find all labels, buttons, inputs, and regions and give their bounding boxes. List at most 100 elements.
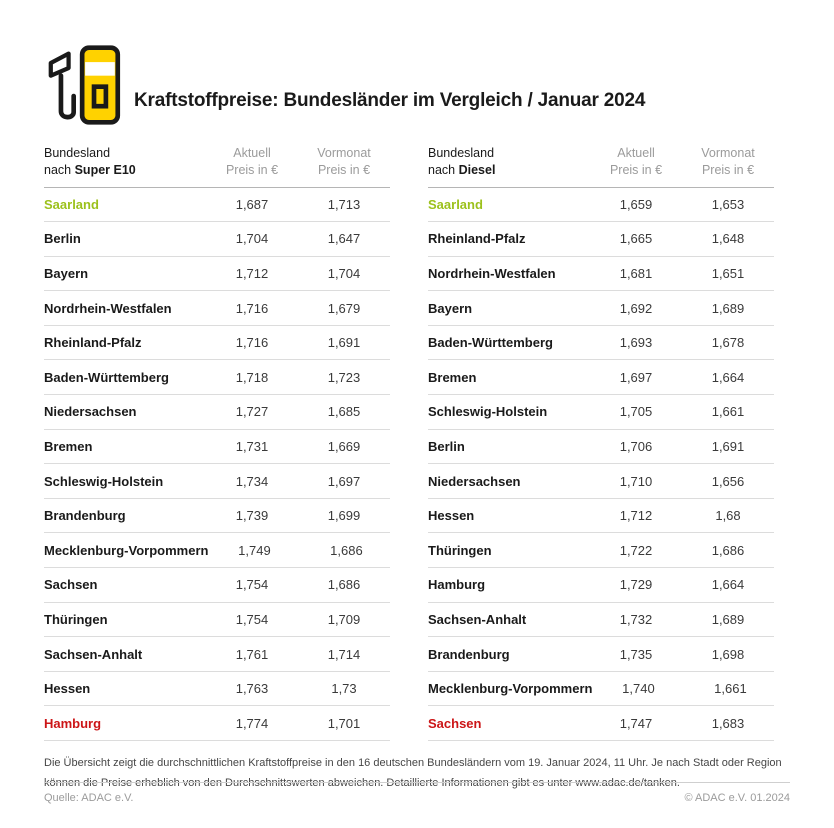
table-row: Hessen 1,712 1,68 xyxy=(428,499,774,534)
previous-price: 1,691 xyxy=(711,438,745,454)
current-price: 1,704 xyxy=(235,231,269,247)
previous-price: 1,683 xyxy=(711,715,745,731)
previous-price: 1,648 xyxy=(711,231,745,247)
current-price: 1,665 xyxy=(619,231,653,247)
table-row: Sachsen 1,747 1,683 xyxy=(428,706,774,741)
state-name: Thüringen xyxy=(428,542,492,558)
previous-price: 1,73 xyxy=(331,681,357,697)
state-name: Bremen xyxy=(428,369,477,385)
column-header-previous: Vormonat Preis in € xyxy=(701,146,755,178)
state-name: Brandenburg xyxy=(428,646,510,662)
current-price: 1,710 xyxy=(619,473,653,489)
state-name: Hessen xyxy=(44,681,91,697)
column-header-previous: Vormonat Preis in € xyxy=(317,146,371,178)
state-name: Hamburg xyxy=(428,577,486,593)
current-price: 1,681 xyxy=(619,265,653,281)
previous-price: 1,651 xyxy=(711,265,745,281)
tables-container: Bundesland nach Super E10 Aktuell Preis i… xyxy=(44,145,790,741)
state-name: Bayern xyxy=(44,265,89,281)
previous-price: 1,689 xyxy=(711,300,745,316)
previous-price: 1,685 xyxy=(327,404,361,420)
column-header-current: Aktuell Preis in € xyxy=(225,146,279,178)
previous-price: 1,713 xyxy=(327,196,361,212)
current-price: 1,716 xyxy=(235,300,269,316)
state-name: Sachsen xyxy=(44,577,98,593)
state-name: Nordrhein-Westfalen xyxy=(44,300,172,316)
previous-price: 1,664 xyxy=(711,369,745,385)
table-body: Saarland 1,687 1,713 Berlin 1,704 1,647 Bayern… xyxy=(44,188,390,741)
state-name: Sachsen-Anhalt xyxy=(44,646,143,662)
table-row: Nordrhein-Westfalen 1,716 1,679 xyxy=(44,291,390,326)
table-row: Hessen 1,763 1,73 xyxy=(44,672,390,707)
state-name: Bremen xyxy=(44,438,93,454)
previous-price: 1,701 xyxy=(327,715,361,731)
current-price: 1,712 xyxy=(235,265,269,281)
previous-price: 1,653 xyxy=(711,196,745,212)
table-row: Brandenburg 1,735 1,698 xyxy=(428,637,774,672)
current-price: 1,697 xyxy=(619,369,653,385)
previous-price: 1,678 xyxy=(711,335,745,351)
previous-price: 1,704 xyxy=(327,265,361,281)
current-price: 1,761 xyxy=(235,646,269,662)
column-header-current: Aktuell Preis in € xyxy=(609,146,663,178)
current-price: 1,732 xyxy=(619,611,653,627)
previous-price: 1,656 xyxy=(711,473,745,489)
state-name: Thüringen xyxy=(44,611,108,627)
state-name: Mecklenburg-Vorpommern xyxy=(428,681,593,697)
table-row: Thüringen 1,754 1,709 xyxy=(44,603,390,638)
current-price: 1,735 xyxy=(619,646,653,662)
table-header: Bundesland nach Diesel Aktuell Preis in €… xyxy=(428,145,774,188)
state-name: Mecklenburg-Vorpommern xyxy=(44,542,209,558)
state-name: Schleswig-Holstein xyxy=(428,404,548,420)
current-price: 1,705 xyxy=(619,404,653,420)
current-price: 1,731 xyxy=(235,438,269,454)
table-row: Mecklenburg-Vorpommern 1,740 1,661 xyxy=(428,672,774,707)
table-super-e10: Bundesland nach Super E10 Aktuell Preis i… xyxy=(44,145,390,741)
previous-price: 1,699 xyxy=(327,508,361,524)
table-row: Berlin 1,704 1,647 xyxy=(44,222,390,257)
table-row: Baden-Württemberg 1,718 1,723 xyxy=(44,360,390,396)
previous-price: 1,723 xyxy=(327,369,361,385)
state-name: Baden-Württemberg xyxy=(44,369,169,385)
current-price: 1,734 xyxy=(235,473,269,489)
table-row: Brandenburg 1,739 1,699 xyxy=(44,499,390,534)
current-price: 1,763 xyxy=(235,681,269,697)
table-row: Mecklenburg-Vorpommern 1,749 1,686 xyxy=(44,533,390,569)
table-row: Sachsen-Anhalt 1,732 1,689 xyxy=(428,603,774,638)
previous-price: 1,697 xyxy=(327,473,361,489)
state-name: Baden-Württemberg xyxy=(428,335,553,351)
table-row: Bremen 1,731 1,669 xyxy=(44,430,390,465)
current-price: 1,754 xyxy=(235,611,269,627)
current-price: 1,727 xyxy=(235,404,269,420)
state-name: Schleswig-Holstein xyxy=(44,473,164,489)
column-header-state: Bundesland nach Super E10 xyxy=(44,146,136,178)
table-row: Bayern 1,712 1,704 xyxy=(44,257,390,292)
table-row: Saarland 1,659 1,653 xyxy=(428,188,774,223)
column-header-state: Bundesland nach Diesel xyxy=(428,146,496,178)
current-price: 1,712 xyxy=(619,508,653,524)
table-body: Saarland 1,659 1,653 Rheinland-Pfalz 1,665 1,… xyxy=(428,188,774,741)
state-name: Bayern xyxy=(428,300,473,316)
previous-price: 1,709 xyxy=(327,611,361,627)
table-row: Sachsen-Anhalt 1,761 1,714 xyxy=(44,637,390,672)
previous-price: 1,664 xyxy=(711,577,745,593)
state-name: Berlin xyxy=(428,438,465,454)
state-name: Berlin xyxy=(44,231,81,247)
table-row: Berlin 1,706 1,691 xyxy=(428,430,774,465)
previous-price: 1,647 xyxy=(327,231,361,247)
fuel-pump-icon xyxy=(44,42,122,133)
current-price: 1,740 xyxy=(622,681,655,697)
table-row: Niedersachsen 1,710 1,656 xyxy=(428,464,774,499)
table-row: Nordrhein-Westfalen 1,681 1,651 xyxy=(428,257,774,292)
current-price: 1,692 xyxy=(619,300,653,316)
current-price: 1,749 xyxy=(238,542,271,558)
previous-price: 1,661 xyxy=(711,404,745,420)
fuel-type-label: Diesel xyxy=(458,163,496,178)
current-price: 1,747 xyxy=(619,715,653,731)
state-name: Hessen xyxy=(428,508,475,524)
state-name: Niedersachsen xyxy=(44,404,137,420)
table-row: Baden-Württemberg 1,693 1,678 xyxy=(428,326,774,361)
source-label: Quelle: ADAC e.V. xyxy=(44,792,134,804)
previous-price: 1,686 xyxy=(330,542,363,558)
